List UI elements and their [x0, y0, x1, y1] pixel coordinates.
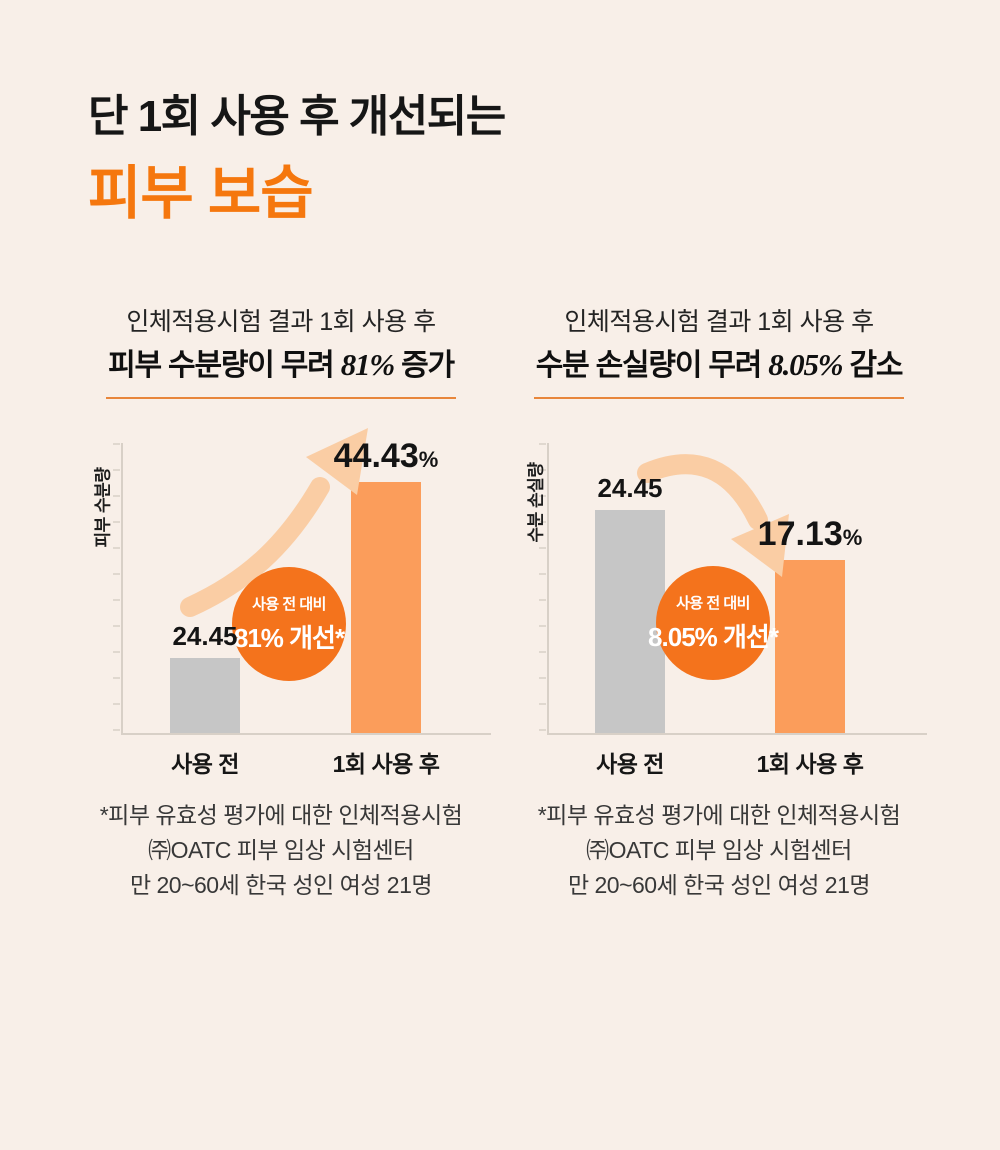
bar-after — [775, 560, 845, 733]
bar-value-after: 44.43% — [333, 437, 439, 475]
bar-value-after: 17.13% — [757, 515, 863, 553]
category-label-after: 1회 사용 후 — [332, 751, 440, 777]
bar-after — [351, 482, 421, 733]
y-axis-line — [547, 443, 549, 733]
bar-chart-skin-moisture: 피부 수분량 24.45 44.43% 사용 전 대비 81% 개선* 사용 전… — [60, 428, 502, 777]
badge-caption: 사용 전 대비 — [676, 595, 750, 612]
footnote-line: 만 20~60세 한국 성인 여성 21명 — [129, 872, 433, 898]
headline-number: 8.05% — [768, 347, 843, 382]
page-title-accent: 피부 보습 — [88, 161, 314, 226]
footnote-line: ㈜OATC 피부 임상 시험센터 — [586, 837, 852, 863]
footnote: *피부 유효성 평가에 대한 인체적용시험 ㈜OATC 피부 임상 시험센터 만… — [478, 798, 960, 903]
improvement-badge: 사용 전 대비 8.05% 개선* — [648, 566, 779, 680]
headline-suffix: 감소 — [842, 349, 904, 382]
x-axis-line — [121, 733, 491, 735]
badge-value: 81% 개선* — [233, 623, 345, 653]
category-label-before: 사용 전 — [596, 751, 664, 777]
y-axis-label: 수분 손실량 — [526, 462, 546, 543]
bar-value-before: 24.45 — [597, 473, 663, 503]
footnote-line: ㈜OATC 피부 임상 시험센터 — [148, 837, 414, 863]
page-title-line1: 단 1회 사용 후 개선되는 — [88, 92, 506, 141]
y-axis-ticks — [113, 443, 120, 733]
footnote: *피부 유효성 평가에 대한 인체적용시험 ㈜OATC 피부 임상 시험센터 만… — [40, 798, 522, 903]
moisture-loss-panel: 인체적용시험 결과 1회 사용 후 수분 손실량이 무려 8.05% 감소 수분… — [498, 292, 940, 932]
category-label-after: 1회 사용 후 — [756, 751, 864, 777]
y-axis-label: 피부 수분량 — [93, 467, 113, 548]
footnote-line: *피부 유효성 평가에 대한 인체적용시험 — [99, 802, 463, 828]
trend-up-arrow-icon — [180, 428, 368, 617]
footnote-line: *피부 유효성 평가에 대한 인체적용시험 — [537, 802, 901, 828]
bar-value-before: 24.45 — [172, 621, 238, 651]
panel-headline: 피부 수분량이 무려 81% 증가 — [60, 340, 502, 399]
moisture-increase-panel: 인체적용시험 결과 1회 사용 후 피부 수분량이 무려 81% 증가 피부 수… — [60, 292, 502, 932]
category-label-before: 사용 전 — [171, 751, 239, 777]
headline-prefix: 수분 손실량이 무려 — [535, 349, 769, 382]
headline-underlined: 수분 손실량이 무려 8.05% 감소 — [533, 340, 905, 399]
bar-before — [170, 658, 240, 733]
panel-subtitle: 인체적용시험 결과 1회 사용 후 — [126, 308, 436, 336]
bar-before — [595, 510, 665, 733]
panel-subtitle: 인체적용시험 결과 1회 사용 후 — [564, 308, 874, 336]
badge-caption: 사용 전 대비 — [252, 596, 326, 613]
trend-down-arrow-icon — [637, 454, 789, 577]
badge-value: 8.05% 개선* — [648, 622, 779, 652]
panel-headline: 수분 손실량이 무려 8.05% 감소 — [498, 340, 940, 399]
improvement-badge: 사용 전 대비 81% 개선* — [232, 567, 346, 681]
headline-prefix: 피부 수분량이 무려 — [108, 349, 341, 382]
page-title: 단 1회 사용 후 개선되는 피부 보습 — [88, 88, 506, 230]
footnote-line: 만 20~60세 한국 성인 여성 21명 — [567, 872, 871, 898]
bar-chart-moisture-loss: 수분 손실량 24.45 17.13% 사용 전 대비 8.05% 개선* 사용… — [498, 432, 940, 777]
y-axis-line — [121, 443, 123, 733]
headline-number: 81% — [340, 347, 395, 382]
y-axis-ticks — [539, 443, 546, 733]
headline-suffix: 증가 — [393, 349, 455, 382]
headline-underlined: 피부 수분량이 무려 81% 증가 — [106, 340, 456, 399]
x-axis-line — [547, 733, 927, 735]
